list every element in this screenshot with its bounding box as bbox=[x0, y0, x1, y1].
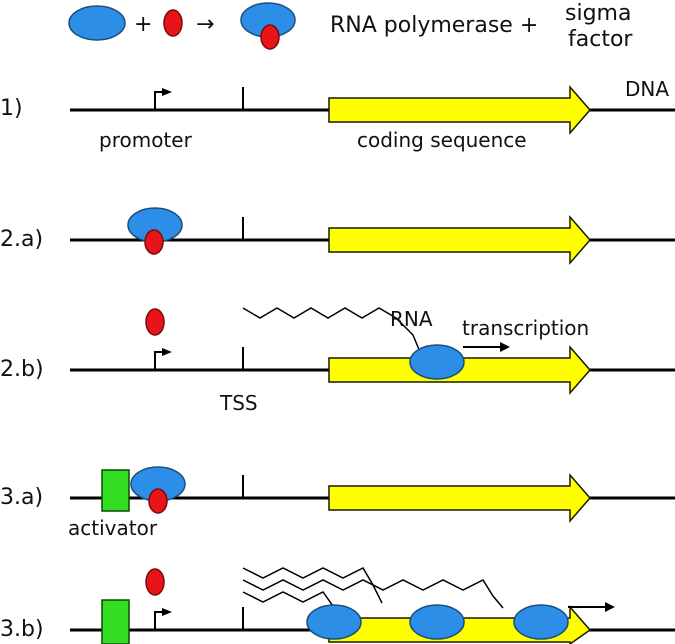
row-label: 2.b) bbox=[0, 357, 44, 382]
rna-polymerase bbox=[409, 344, 465, 380]
row-2a: 2.a) bbox=[0, 207, 675, 266]
rna-polymerase bbox=[409, 604, 465, 640]
free-sigma-factor bbox=[145, 308, 165, 336]
promoter-arrowhead bbox=[162, 88, 172, 96]
coding-sequence-label: coding sequence bbox=[357, 128, 527, 152]
promoter-arrowhead bbox=[162, 608, 172, 616]
activator bbox=[101, 469, 130, 512]
tss-label: TSS bbox=[219, 391, 258, 415]
dna-label: DNA bbox=[625, 77, 669, 101]
free-sigma-factor bbox=[145, 568, 165, 596]
rna-polymerase bbox=[513, 604, 569, 640]
legend-polymerase bbox=[68, 5, 126, 41]
row-label: 3.b) bbox=[0, 617, 44, 642]
legend-sigma-line1: sigma bbox=[565, 1, 631, 26]
rna-label: RNA bbox=[390, 307, 433, 331]
sigma-factor bbox=[148, 488, 168, 514]
activator bbox=[101, 599, 130, 644]
legend-sigma-line2: factor bbox=[568, 27, 633, 52]
transcription-arrowhead bbox=[500, 342, 510, 352]
coding-sequence-arrow bbox=[328, 84, 591, 136]
row-label: 2.a) bbox=[0, 227, 43, 252]
legend-holoenzyme-sigma bbox=[260, 24, 280, 50]
row-2b: 2.b) RNA transcription TSS bbox=[0, 307, 675, 415]
legend-text: RNA polymerase + bbox=[330, 13, 538, 38]
coding-sequence-arrow bbox=[328, 214, 591, 266]
row-1: 1) DNA promoter coding sequence bbox=[0, 77, 675, 152]
transcription-label: transcription bbox=[462, 316, 589, 340]
legend-arrow: → bbox=[196, 12, 214, 37]
coding-sequence-arrow bbox=[328, 472, 591, 524]
rna-polymerase bbox=[306, 604, 362, 640]
promoter-label: promoter bbox=[99, 128, 193, 152]
legend-sigma bbox=[163, 9, 183, 37]
row-3a: 3.a) activator bbox=[0, 466, 675, 540]
row-label: 1) bbox=[0, 96, 23, 121]
row-label: 3.a) bbox=[0, 485, 43, 510]
rna-transcript bbox=[242, 567, 383, 604]
row-3b: 3.b) bbox=[0, 567, 675, 644]
rna-transcript bbox=[242, 591, 334, 607]
legend: + → RNA polymerase + sigma factor bbox=[68, 1, 633, 52]
transcription-arrowhead bbox=[605, 602, 615, 612]
activator-label: activator bbox=[68, 516, 158, 540]
promoter-arrowhead bbox=[162, 348, 172, 356]
sigma-factor bbox=[144, 229, 164, 255]
rna-transcript bbox=[242, 307, 421, 353]
legend-plus: + bbox=[134, 12, 152, 37]
rna-transcript bbox=[242, 579, 504, 609]
